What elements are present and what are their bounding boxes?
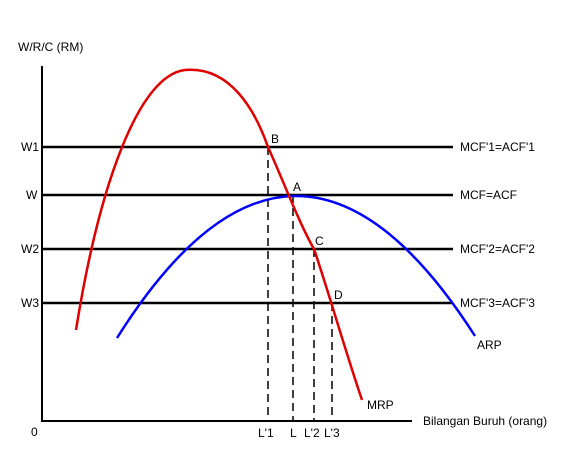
arp-curve [115,194,477,339]
point-label-a: A [293,180,301,194]
wage-label-w1: W1 [21,140,39,154]
line-label-w3: MCF'3=ACF'3 [460,296,535,310]
line-label-w2: MCF'2=ACF'2 [460,242,535,256]
point-label-c: C [315,234,324,248]
origin-label: 0 [31,425,38,439]
arp-label: ARP [477,338,502,352]
line-label-w: MCF=ACF [460,188,517,202]
point-label-b: B [271,132,279,146]
y-axis-label: W/R/C (RM) [18,40,83,54]
x-axis-label: Bilangan Buruh (orang) [423,414,547,428]
labour-label-l1: L'1 [258,426,274,440]
wage-label-w: W [26,188,38,202]
mrp-curve [74,68,364,401]
mrp-label: MRP [367,398,394,412]
point-label-d: D [334,288,343,302]
line-label-w1: MCF'1=ACF'1 [460,140,535,154]
labour-label-l3: L'3 [324,426,340,440]
labour-label-l2: L'2 [304,426,320,440]
wage-label-w2: W2 [21,242,39,256]
labour-label-l: L [290,426,297,440]
wage-label-w3: W3 [21,296,39,310]
